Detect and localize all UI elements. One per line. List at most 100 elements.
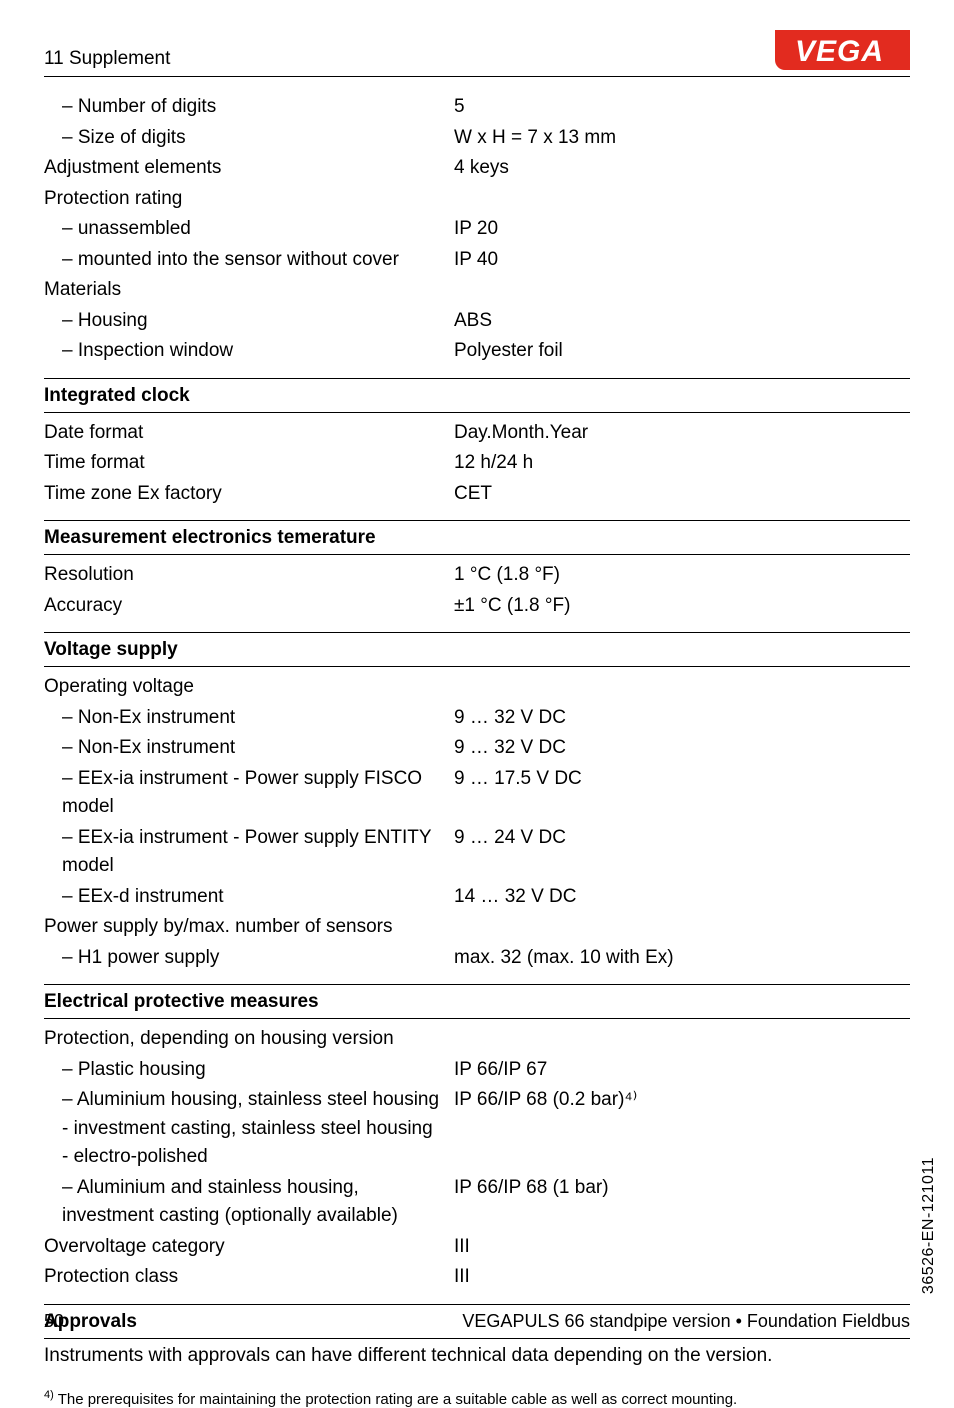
spec-row: Number of digits5	[44, 93, 910, 122]
spec-label: Housing	[44, 307, 454, 336]
page-number: 50	[44, 1311, 64, 1332]
spec-row: Power supply by/max. number of sensors	[44, 913, 910, 942]
spec-label: EEx-ia instrument - Power supply FISCO m…	[44, 765, 454, 822]
spec-row: Protection rating	[44, 185, 910, 214]
spec-row: Overvoltage categoryIII	[44, 1233, 910, 1262]
spec-value: 14 … 32 V DC	[454, 883, 910, 912]
page-footer: 50 VEGAPULS 66 standpipe version • Found…	[44, 1304, 910, 1332]
spec-row: Time format12 h/24 h	[44, 449, 910, 478]
spec-value: IP 20	[454, 215, 910, 244]
spec-value: 5	[454, 93, 910, 122]
spec-row: mounted into the sensor without coverIP …	[44, 246, 910, 275]
spec-row: EEx-ia instrument - Power supply ENTITY …	[44, 824, 910, 881]
spec-label: Resolution	[44, 561, 454, 590]
doc-title: VEGAPULS 66 standpipe version • Foundati…	[462, 1311, 910, 1332]
section-heading: Measurement electronics temerature	[44, 520, 910, 555]
spec-label: EEx-ia instrument - Power supply ENTITY …	[44, 824, 454, 881]
spec-label: Non-Ex instrument	[44, 704, 454, 733]
spec-value: CET	[454, 480, 910, 509]
spec-label: Operating voltage	[44, 673, 454, 702]
spec-label: Inspection window	[44, 337, 454, 366]
spec-label: Protection rating	[44, 185, 454, 214]
spec-value	[454, 673, 910, 702]
spec-row: Time zone Ex factoryCET	[44, 480, 910, 509]
page-header: 11 Supplement VEGA	[44, 30, 910, 77]
spec-row: Aluminium and stainless housing, investm…	[44, 1174, 910, 1231]
spec-row: H1 power supplymax. 32 (max. 10 with Ex)	[44, 944, 910, 973]
spec-value: IP 66/IP 67	[454, 1056, 910, 1085]
spec-value	[454, 185, 910, 214]
spec-value: max. 32 (max. 10 with Ex)	[454, 944, 910, 973]
spec-row: Non-Ex instrument9 … 32 V DC	[44, 704, 910, 733]
spec-value: 9 … 24 V DC	[454, 824, 910, 881]
spec-value: 12 h/24 h	[454, 449, 910, 478]
spec-value: Polyester foil	[454, 337, 910, 366]
spec-label: Aluminium housing, stainless steel housi…	[44, 1086, 454, 1172]
spec-row: Adjustment elements4 keys	[44, 154, 910, 183]
spec-label: Date format	[44, 419, 454, 448]
spec-row: Protection classIII	[44, 1263, 910, 1292]
spec-value: III	[454, 1263, 910, 1292]
vega-logo: VEGA	[775, 30, 910, 70]
sections: Integrated clock Date formatDay.Month.Yea…	[44, 378, 910, 1339]
intro-specs: Number of digits5Size of digitsW x H = 7…	[44, 93, 910, 366]
spec-label: Protection, depending on housing version	[44, 1025, 454, 1054]
spec-row: EEx-ia instrument - Power supply FISCO m…	[44, 765, 910, 822]
spec-value: Day.Month.Year	[454, 419, 910, 448]
spec-label: Materials	[44, 276, 454, 305]
spec-value: 4 keys	[454, 154, 910, 183]
spec-value: 1 °C (1.8 °F)	[454, 561, 910, 590]
spec-row: Accuracy±1 °C (1.8 °F)	[44, 592, 910, 621]
spec-row: Materials	[44, 276, 910, 305]
spec-value: W x H = 7 x 13 mm	[454, 124, 910, 153]
spec-row: Protection, depending on housing version	[44, 1025, 910, 1054]
spec-row: Resolution1 °C (1.8 °F)	[44, 561, 910, 590]
spec-value	[454, 913, 910, 942]
footnote-text: The prerequisites for maintaining the pr…	[58, 1391, 738, 1408]
spec-row: Inspection windowPolyester foil	[44, 337, 910, 366]
spec-label: unassembled	[44, 215, 454, 244]
spec-label: Time format	[44, 449, 454, 478]
spec-value: IP 66/IP 68 (0.2 bar)⁴⁾	[454, 1086, 910, 1172]
spec-value	[454, 1025, 910, 1054]
spec-row: Operating voltage	[44, 673, 910, 702]
footnote-marker: 4)	[44, 1389, 54, 1401]
approvals-note: Instruments with approvals can have diff…	[44, 1345, 910, 1367]
spec-row: Plastic housingIP 66/IP 67	[44, 1056, 910, 1085]
spec-label: EEx-d instrument	[44, 883, 454, 912]
spec-row: HousingABS	[44, 307, 910, 336]
spec-label: Adjustment elements	[44, 154, 454, 183]
spec-label: Accuracy	[44, 592, 454, 621]
spec-value: ±1 °C (1.8 °F)	[454, 592, 910, 621]
spec-label: H1 power supply	[44, 944, 454, 973]
spec-label: Overvoltage category	[44, 1233, 454, 1262]
spec-value: IP 66/IP 68 (1 bar)	[454, 1174, 910, 1231]
page: 11 Supplement VEGA Number of digits5Size…	[0, 0, 954, 1354]
side-code: 36526-EN-121011	[920, 1157, 938, 1294]
spec-row: Date formatDay.Month.Year	[44, 419, 910, 448]
spec-value: 9 … 32 V DC	[454, 704, 910, 733]
section-heading: Electrical protective measures	[44, 984, 910, 1019]
spec-label: Number of digits	[44, 93, 454, 122]
spec-value: III	[454, 1233, 910, 1262]
spec-value: 9 … 32 V DC	[454, 734, 910, 763]
footnote: 4) The prerequisites for maintaining the…	[44, 1389, 910, 1408]
spec-label: Power supply by/max. number of sensors	[44, 913, 454, 942]
svg-text:VEGA: VEGA	[795, 35, 884, 68]
spec-label: Plastic housing	[44, 1056, 454, 1085]
spec-label: Time zone Ex factory	[44, 480, 454, 509]
spec-value: IP 40	[454, 246, 910, 275]
spec-row: Non-Ex instrument9 … 32 V DC	[44, 734, 910, 763]
spec-row: unassembledIP 20	[44, 215, 910, 244]
spec-value: ABS	[454, 307, 910, 336]
spec-label: Non-Ex instrument	[44, 734, 454, 763]
section-heading: Integrated clock	[44, 378, 910, 413]
spec-value	[454, 276, 910, 305]
spec-row: Size of digitsW x H = 7 x 13 mm	[44, 124, 910, 153]
spec-label: mounted into the sensor without cover	[44, 246, 454, 275]
spec-row: EEx-d instrument14 … 32 V DC	[44, 883, 910, 912]
spec-value: 9 … 17.5 V DC	[454, 765, 910, 822]
spec-label: Aluminium and stainless housing, investm…	[44, 1174, 454, 1231]
spec-label: Size of digits	[44, 124, 454, 153]
spec-row: Aluminium housing, stainless steel housi…	[44, 1086, 910, 1172]
